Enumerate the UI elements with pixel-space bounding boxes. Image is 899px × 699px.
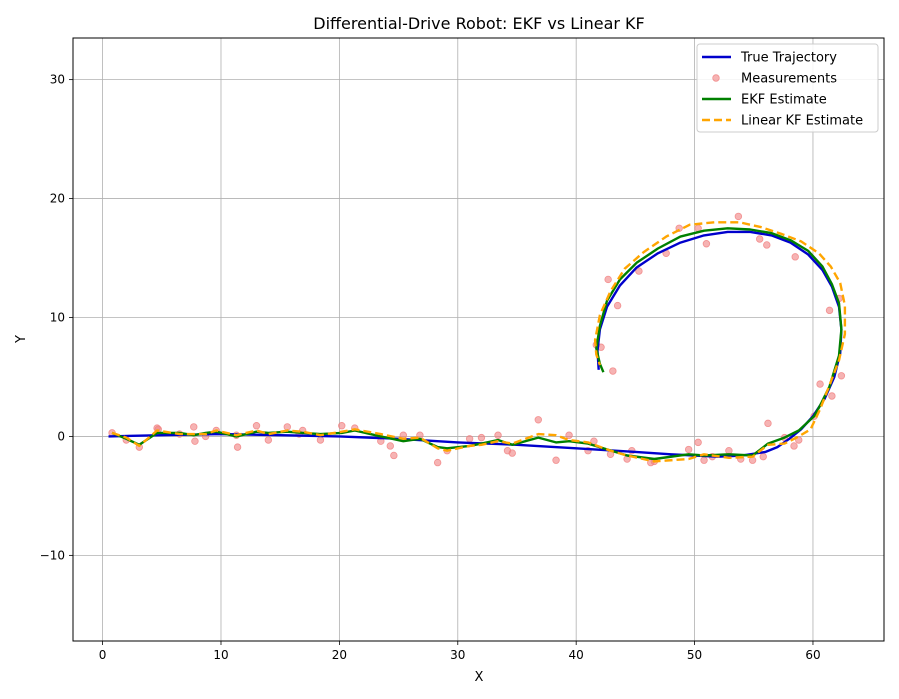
measurement-point	[552, 456, 560, 464]
measurement-point	[264, 436, 273, 444]
measurement-point	[283, 423, 291, 431]
measurement-point	[338, 422, 346, 430]
measurement-point	[609, 367, 617, 375]
measurement-point	[828, 392, 836, 400]
measurement-point	[534, 416, 542, 424]
measurement-point	[433, 458, 442, 467]
measurement-point	[700, 456, 708, 464]
legend-label: Measurements	[741, 72, 837, 87]
measurement-point	[390, 451, 398, 460]
x-tick-label: 10	[213, 648, 228, 662]
measurement-point	[316, 436, 325, 444]
measurement-point	[477, 433, 486, 442]
measurement-point	[565, 431, 573, 439]
series-layer	[108, 212, 847, 467]
legend-marker-measurements	[712, 74, 720, 82]
legend: True Trajectory Measurements EKF Estimate L…	[696, 43, 879, 133]
measurement-point	[734, 212, 743, 221]
measurement-point	[233, 443, 242, 451]
measurement-point	[635, 267, 643, 275]
measurement-point	[763, 241, 771, 249]
measurement-point	[494, 431, 502, 439]
measurement-point	[764, 419, 772, 428]
measurement-point	[790, 442, 798, 450]
y-tick-label: 0	[57, 429, 65, 443]
linear-kf-line	[111, 221, 847, 463]
legend-entries: True Trajectory Measurements EKF Estimate L…	[702, 51, 863, 129]
y-tick-label: 10	[50, 310, 65, 324]
measurement-point	[759, 452, 767, 461]
measurement-point	[702, 240, 711, 248]
x-tick-label: 0	[99, 648, 107, 662]
measurement-point	[252, 422, 261, 430]
y-tick-label: 20	[50, 192, 65, 206]
measurement-point	[825, 306, 834, 315]
ticks-layer: 0 10 20 30 40 50 60 −10 0 10 20 30	[40, 73, 821, 662]
legend-label: Linear KF Estimate	[741, 114, 863, 129]
legend-label: EKF Estimate	[741, 93, 827, 108]
measurement-point	[465, 435, 474, 443]
measurement-point	[604, 275, 612, 284]
measurement-point	[694, 438, 702, 447]
y-axis-label: Y	[14, 335, 29, 344]
measurement-point	[837, 372, 846, 380]
x-axis-label: X	[475, 670, 484, 685]
measurement-point	[684, 445, 693, 454]
measurement-point	[508, 449, 516, 457]
measurement-point	[816, 380, 824, 388]
measurement-point	[791, 253, 799, 261]
legend-label: True Trajectory	[740, 51, 837, 66]
measurement-point	[725, 447, 733, 455]
x-tick-label: 30	[450, 648, 465, 662]
measurement-point	[755, 235, 764, 243]
x-tick-label: 60	[805, 648, 820, 662]
measurement-point	[190, 423, 198, 431]
x-tick-label: 40	[569, 648, 584, 662]
y-tick-label: −10	[40, 548, 65, 562]
measurement-point	[386, 442, 394, 450]
chart-title: Differential-Drive Robot: EKF vs Linear …	[313, 14, 645, 33]
y-tick-label: 30	[50, 73, 65, 87]
x-tick-label: 50	[687, 648, 702, 662]
plot-frame	[72, 37, 885, 642]
measurement-point	[613, 301, 622, 310]
legend-box	[696, 43, 879, 133]
measurement-point	[191, 437, 199, 445]
ekf-estimate-line	[111, 227, 843, 461]
x-tick-label: 20	[332, 648, 347, 662]
